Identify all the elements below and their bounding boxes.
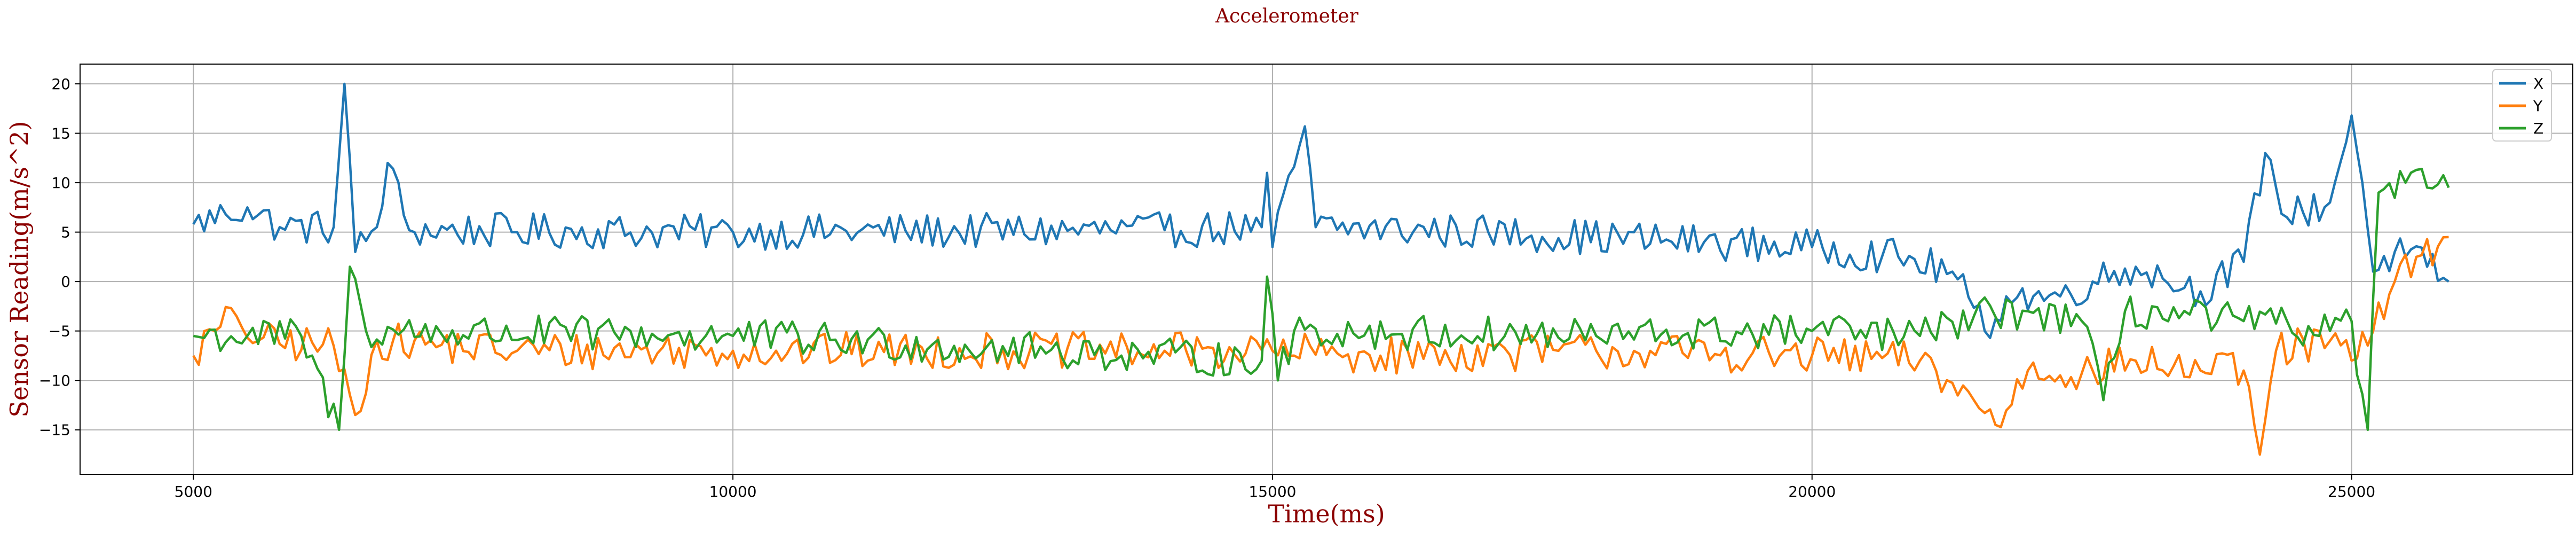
legend: XYZ — [2492, 69, 2552, 142]
series-line-z — [193, 168, 2450, 431]
grid-lines — [80, 64, 2573, 474]
y-tick-label: −15 — [39, 421, 70, 439]
y-tick-label: 5 — [61, 224, 70, 241]
y-axis-ticks: −15 −10 −5 0 5 10 15 20 — [39, 75, 80, 439]
x-axis-ticks: 5000 10000 15000 20000 25000 — [175, 474, 2375, 500]
legend-label-z: Z — [2533, 120, 2543, 137]
x-tick-label: 5000 — [175, 483, 212, 500]
y-tick-label: 0 — [61, 273, 70, 291]
x-axis-label: Time(ms) — [1268, 499, 1385, 528]
x-tick-label: 15000 — [1249, 483, 1296, 500]
plot-area — [80, 64, 2573, 474]
legend-label-x: X — [2533, 75, 2543, 92]
chart-title: Accelerometer — [1215, 5, 1359, 27]
series-line-y — [192, 236, 2449, 456]
x-tick-label: 25000 — [2328, 483, 2375, 500]
y-tick-label: 20 — [51, 75, 70, 93]
y-axis-label: Sensor Reading(m/s^2) — [5, 121, 34, 417]
y-tick-label: 10 — [51, 174, 70, 192]
x-tick-label: 20000 — [1788, 483, 1836, 500]
series-line-x — [192, 82, 2449, 339]
y-tick-label: 15 — [51, 125, 70, 143]
x-tick-label: 10000 — [709, 483, 757, 500]
plot-border — [80, 64, 2573, 475]
y-tick-label: −5 — [49, 323, 70, 340]
y-tick-label: −10 — [39, 372, 70, 389]
series-lines — [192, 82, 2450, 456]
legend-label-y: Y — [2533, 97, 2543, 115]
